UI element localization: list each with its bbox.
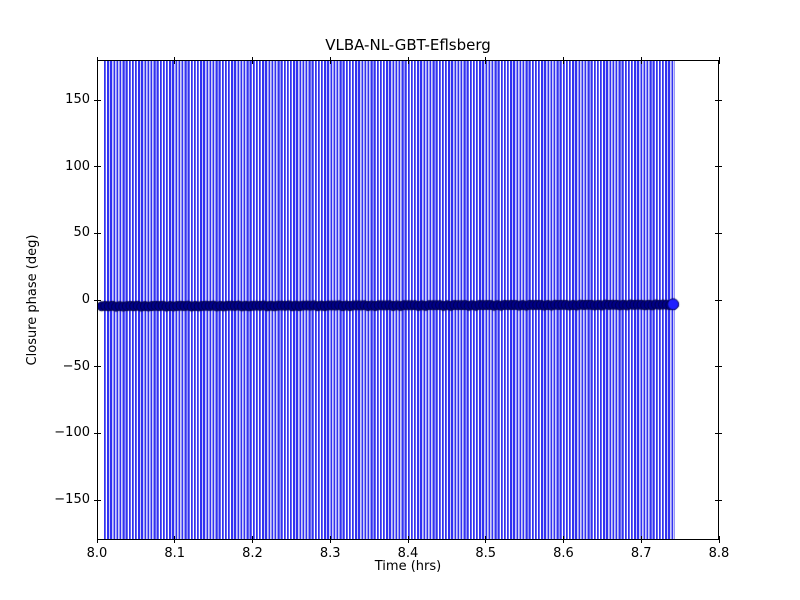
- x-tick-label: 8.4: [397, 546, 419, 561]
- y-tick-right: [715, 366, 722, 368]
- x-tick-label: 8.0: [86, 546, 108, 561]
- y-tick-right: [715, 99, 722, 101]
- x-tick-top: [96, 57, 98, 64]
- x-tick-label: 8.6: [553, 546, 574, 561]
- data-points-canvas: [98, 61, 718, 539]
- x-tick-top: [563, 57, 564, 64]
- x-tick-top: [718, 57, 720, 64]
- x-tick-bottom: [563, 536, 564, 543]
- x-tick-label: 8.7: [630, 546, 652, 561]
- x-tick-top: [485, 57, 487, 64]
- y-tick-right: [715, 432, 722, 434]
- x-tick-label: 8.8: [708, 546, 730, 561]
- x-tick-bottom: [329, 536, 331, 543]
- x-tick-bottom: [96, 536, 98, 543]
- x-tick-top: [407, 57, 409, 64]
- x-tick-top: [640, 57, 642, 64]
- x-tick-bottom: [718, 536, 720, 543]
- x-tick-label: 8.2: [242, 546, 263, 561]
- y-tick-left: [94, 99, 101, 101]
- plot-area: [97, 60, 719, 540]
- x-axis-label: Time (hrs): [374, 559, 442, 574]
- y-tick-left: [94, 232, 101, 234]
- y-tick-right: [715, 499, 722, 501]
- x-tick-bottom: [252, 536, 253, 543]
- y-tick-left: [94, 499, 101, 501]
- y-tick-right: [715, 299, 722, 301]
- x-tick-top: [174, 57, 176, 64]
- y-tick-left: [94, 166, 101, 168]
- y-axis-label: Closure phase (deg): [25, 234, 40, 366]
- y-tick-left: [94, 366, 101, 368]
- y-tick-label: 0: [81, 292, 90, 307]
- y-tick-label: 50: [73, 225, 90, 241]
- x-tick-bottom: [174, 536, 176, 543]
- x-tick-top: [252, 57, 253, 64]
- x-tick-label: 8.1: [164, 546, 186, 561]
- y-tick-label: −150: [54, 492, 90, 507]
- x-tick-bottom: [485, 536, 487, 543]
- y-tick-label: −100: [54, 425, 90, 441]
- x-tick-top: [329, 57, 331, 64]
- x-tick-bottom: [407, 536, 409, 543]
- x-tick-label: 8.5: [475, 546, 497, 561]
- x-tick-bottom: [640, 536, 642, 543]
- x-tick-label: 8.3: [319, 546, 341, 561]
- y-tick-label: −50: [62, 358, 90, 374]
- y-tick-label: 100: [65, 158, 90, 174]
- y-tick-left: [94, 432, 101, 434]
- plot-title: VLBA-NL-GBT-Eflsberg: [325, 36, 491, 54]
- y-tick-label: 150: [65, 92, 90, 107]
- y-tick-left: [94, 299, 101, 301]
- y-tick-right: [715, 232, 722, 234]
- y-tick-right: [715, 166, 722, 168]
